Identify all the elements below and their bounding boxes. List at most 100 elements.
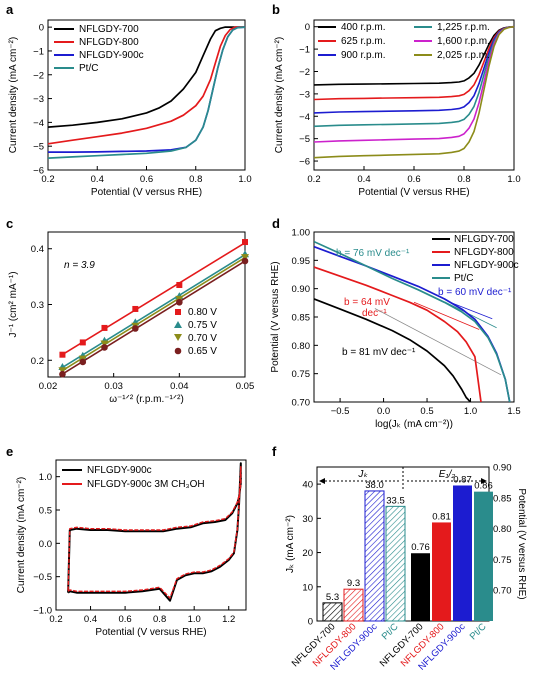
y-tick-label: −4 — [33, 118, 44, 129]
bar-value-label: 5.3 — [326, 592, 339, 603]
x-tick-label: 1.0 — [188, 614, 201, 625]
x-tick-label: 1.0 — [507, 174, 520, 185]
y-tick-label: 0.80 — [292, 341, 311, 352]
y-tick-label: 10 — [302, 582, 313, 593]
panel-a: 0.2 0.4 0.6 0.8 1.0 0 −1 −2 −3 −4 −5 −6 Potential (V… — [8, 19, 252, 198]
y-tick-label: −2 — [33, 70, 44, 81]
y-axis-label: Potential (V versus RHE) — [270, 261, 281, 372]
x-axis-label: ω⁻¹ᐟ² (r.p.m.⁻¹ᐟ²) — [109, 394, 184, 405]
y-tick-label: −3 — [299, 89, 310, 100]
data-point — [176, 281, 183, 288]
y-tick-label: 0.0 — [39, 539, 52, 550]
data-point — [79, 339, 86, 346]
legend-label: NFLGDY-700 — [79, 24, 139, 35]
x-tick-label: 0.03 — [104, 381, 123, 392]
x-axis-label: Potential (V versus RHE) — [358, 187, 469, 198]
fit-line — [62, 242, 246, 356]
bar-value-label: 38.0 — [365, 480, 384, 491]
series-line — [314, 240, 511, 402]
x-tick-label: 0.05 — [236, 381, 255, 392]
panel-d: −0.5 0.0 0.5 1.0 1.5 0.70 0.75 0.80 0.85 0.90 0.95… — [270, 228, 521, 431]
y-tick-label: 20 — [302, 548, 313, 559]
legend-label: NFLGDY-900c — [454, 260, 519, 271]
panel-b: 0.2 0.4 0.6 0.8 1.0 0 −1 −2 −3 −4 −5 −6 Potential (V… — [274, 19, 521, 198]
y-tick-label: −4 — [299, 112, 310, 123]
y-tick-label: −5 — [33, 142, 44, 153]
y-axis-label: Jₖ (mA cm⁻²) — [285, 515, 296, 573]
x-tick-label: 0.2 — [41, 174, 54, 185]
legend-label: 1,225 r.p.m. — [437, 22, 490, 33]
x-tick-label: 0.0 — [377, 406, 390, 417]
y-tick-label: 0.75 — [292, 369, 311, 380]
bar-value-label: 0.76 — [411, 542, 430, 553]
x-tick-label: 0.2 — [307, 174, 320, 185]
y-tick-label: 0 — [305, 22, 310, 33]
y-tick-label-right: 0.90 — [493, 463, 512, 474]
legend-label: 0.70 V — [188, 333, 217, 344]
x-tick-label: 0.4 — [357, 174, 370, 185]
x-tick-label: 0.4 — [84, 614, 97, 625]
y-tick-label: 0.5 — [39, 506, 52, 517]
e-half-bar — [432, 522, 451, 621]
y-axis-label: Current density (mA cm⁻²) — [8, 37, 19, 153]
group-label: Jₖ — [357, 469, 368, 480]
x-tick-label: 0.8 — [457, 174, 470, 185]
e-half-bar — [411, 553, 430, 621]
y-tick-label: 30 — [302, 514, 313, 525]
y-tick-label: −3 — [33, 94, 44, 105]
legend-label: NFLGDY-900c — [79, 50, 144, 61]
y-tick-label: −6 — [299, 157, 310, 168]
y-tick-label: −6 — [33, 166, 44, 177]
data-point — [58, 367, 67, 375]
legend-label: Pt/C — [79, 63, 98, 74]
fit-line — [62, 256, 246, 372]
fit-line — [62, 260, 246, 375]
legend-label: 0.75 V — [188, 320, 217, 331]
y-axis-label-right: Potential (V versus RHE) — [516, 488, 527, 599]
bar-value-label: 0.81 — [432, 511, 451, 522]
legend-label: 900 r.p.m. — [341, 50, 385, 61]
x-tick-label: 0.02 — [39, 381, 58, 392]
series-line — [313, 25, 515, 159]
legend-label: NFLGDY-800 — [79, 37, 139, 48]
legend-label: Pt/C — [454, 273, 473, 284]
category-label: Pt/C — [468, 621, 489, 642]
legend-marker — [175, 309, 181, 315]
bar-value-label: 0.87 — [453, 474, 472, 485]
legend-label: 1,600 r.p.m. — [437, 36, 490, 47]
panel-letter: b — [272, 2, 280, 17]
x-tick-label: 1.0 — [238, 174, 251, 185]
y-tick-label: 0.85 — [292, 313, 311, 324]
panel-e: 0.2 0.4 0.6 0.8 1.0 1.2 −1.0 −0.5 0.0 0.5 1.0 Poten… — [16, 459, 247, 638]
data-point — [101, 324, 108, 331]
data-point — [242, 239, 248, 246]
legend-label: NFLGDY-900c 3M CH₃OH — [87, 479, 205, 490]
y-tick-label: −1.0 — [33, 606, 52, 617]
tafel-fit-line — [374, 308, 502, 376]
data-point — [100, 340, 109, 348]
series-line — [47, 26, 246, 159]
y-tick-label: 0 — [39, 23, 44, 34]
data-point — [132, 305, 139, 312]
tafel-fit-line — [444, 301, 497, 329]
slope-annotation: b = 64 mV — [344, 297, 390, 308]
slope-annotation: b = 60 mV dec⁻¹ — [438, 287, 512, 298]
e-half-bar — [474, 491, 493, 621]
legend-marker — [174, 347, 182, 355]
x-tick-label: 0.8 — [153, 614, 166, 625]
jk-bar — [364, 490, 385, 622]
y-tick-label: 0.90 — [292, 284, 311, 295]
panel-f: 0 10 20 30 40 0.70 0.75 0.80 0.85 0.90 Jₖ (mA cm⁻²… — [285, 463, 527, 673]
legend-marker — [174, 321, 182, 328]
n-annotation: n = 3.9 — [64, 260, 95, 271]
x-tick-label: 0.8 — [189, 174, 202, 185]
legend-label: 0.80 V — [188, 307, 217, 318]
jk-bar — [322, 602, 343, 622]
cv-curve — [67, 462, 242, 602]
panel-letter: e — [6, 444, 13, 459]
arrow-head — [481, 478, 487, 484]
y-axis-label: Current density (mA cm⁻²) — [16, 477, 27, 593]
x-tick-label: 1.0 — [464, 406, 477, 417]
slope-annotation: dec⁻¹ — [362, 308, 387, 319]
x-tick-label: −0.5 — [331, 406, 350, 417]
